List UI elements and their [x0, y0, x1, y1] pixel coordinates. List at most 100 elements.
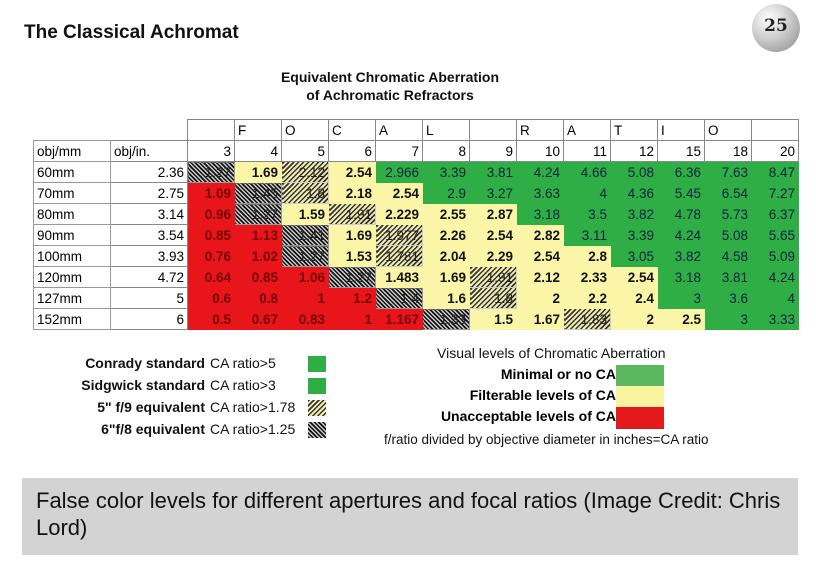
ca-ratio-cell: 1.27 [328, 266, 376, 288]
ca-ratio-cell: 1.06 [281, 266, 329, 288]
column-header: 6 [328, 140, 376, 162]
legend-swatch [616, 365, 664, 387]
ca-ratio-cell: 1.41 [281, 224, 329, 246]
ca-ratio-cell: 5.08 [610, 161, 658, 183]
ca-ratio-cell: 3.6 [704, 287, 752, 309]
column-header: 8 [422, 140, 470, 162]
ca-ratio-cell: 3.82 [657, 245, 705, 267]
ca-ratio-cell: 4.66 [563, 161, 611, 183]
ca-ratio-cell: 1.27 [187, 161, 235, 183]
ca-ratio-cell: 2 [610, 308, 658, 330]
standard-ratio: CA ratio>3 [210, 377, 276, 393]
ca-ratio-cell: 2.54 [328, 161, 376, 183]
ca-ratio-cell: 3.39 [422, 161, 470, 183]
table-row: 127mm 5 0.6 0.8 1 1.2 1.4 1.6 1.8 2 2.2 2.4 3 3.6 4 [33, 287, 799, 309]
figure-title: Equivalent Chromatic Aberration [280, 69, 500, 85]
ca-ratio-cell: 1.69 [328, 224, 376, 246]
ca-ratio-cell: 0.76 [187, 245, 235, 267]
ca-ratio-cell: 5.08 [704, 224, 752, 246]
ca-ratio-cell: 1 [328, 308, 376, 330]
ca-ratio-cell: 1.4 [375, 287, 423, 309]
ca-ratio-cell: 1.83 [563, 308, 611, 330]
figure-subtitle: of Achromatic Refractors [306, 87, 474, 103]
table-row: 70mm 2.75 1.09 1.45 1.8 2.18 2.54 2.9 3.27 3.63 4 4… [33, 182, 799, 204]
ca-ratio-cell: 3.81 [469, 161, 517, 183]
ca-ratio-cell: 6.37 [751, 203, 799, 225]
obj-mm-cell: 60mm [33, 161, 111, 183]
ca-ratio-cell: 4 [751, 287, 799, 309]
table-row: 152mm 6 0.5 0.67 0.83 1 1.167 1.33 1.5 1.67 1.83 2 2… [33, 308, 799, 330]
table-row: 100mm 3.93 0.76 1.02 1.27 1.53 1.781 2.04 2.29 2.… [33, 245, 799, 267]
ca-ratio-cell: 2.29 [469, 245, 517, 267]
ca-ratio-cell: 2.87 [469, 203, 517, 225]
column-header: 4 [234, 140, 282, 162]
standard-legend-item: 5" f/9 equivalent CA ratio>1.78 [40, 399, 330, 421]
legend-swatch [308, 422, 326, 438]
obj-mm-cell: 152mm [33, 308, 111, 330]
letter-header: I [657, 119, 705, 141]
ca-ratio-cell: 2.18 [328, 182, 376, 204]
ca-ratio-cell: 1.781 [375, 245, 423, 267]
letter-header: R [516, 119, 564, 141]
ca-ratio-cell: 3.82 [610, 203, 658, 225]
ca-ratio-cell: 3.18 [657, 266, 705, 288]
ca-ratio-cell: 7.63 [704, 161, 752, 183]
column-header-row: obj/mm obj/in. 3 4 5 6 7 8 9 10 11 12 15 18 20 [33, 140, 799, 162]
letter-header: A [563, 119, 611, 141]
obj-in-cell: 3.14 [110, 203, 188, 225]
column-header: 12 [610, 140, 658, 162]
obj-in-cell: 2.36 [110, 161, 188, 183]
column-header: 10 [516, 140, 564, 162]
ca-ratio-cell: 3.81 [704, 266, 752, 288]
ca-ratio-cell: 2.04 [422, 245, 470, 267]
column-header: 3 [187, 140, 235, 162]
ca-ratio-cell: 1.91 [469, 266, 517, 288]
ca-ratio-cell: 8.47 [751, 161, 799, 183]
ca-ratio-cell: 1.13 [234, 224, 282, 246]
ca-ratio-cell: 2.12 [516, 266, 564, 288]
ca-ratio-cell: 2.26 [422, 224, 470, 246]
column-header: 5 [281, 140, 329, 162]
ca-ratio-cell: 1.09 [187, 182, 235, 204]
ca-ratio-cell: 0.5 [187, 308, 235, 330]
letter-header: T [610, 119, 658, 141]
legend-swatch [308, 400, 326, 416]
obj-in-cell: 3.54 [110, 224, 188, 246]
ca-ratio-cell: 6.54 [704, 182, 752, 204]
ca-ratio-cell: 4 [563, 182, 611, 204]
ca-ratio-cell: 4.78 [657, 203, 705, 225]
visual-level-label: Minimal or no CA [500, 366, 616, 382]
ca-ratio-cell: 2.5 [657, 308, 705, 330]
ca-ratio-cell: 1.8 [469, 287, 517, 309]
ca-ratio-cell: 1.8 [281, 182, 329, 204]
column-header: obj/mm [33, 140, 111, 162]
ca-ratio-cell: 1.6 [422, 287, 470, 309]
ca-ratio-cell: 4.36 [610, 182, 658, 204]
standard-ratio: CA ratio>5 [210, 355, 276, 371]
ca-ratio-cell: 2.12 [281, 161, 329, 183]
blank-cell [33, 119, 111, 141]
ca-ratio-cell: 1.483 [375, 266, 423, 288]
ca-ratio-cell: 0.64 [187, 266, 235, 288]
column-header: 20 [751, 140, 799, 162]
ca-ratio-cell: 2.54 [610, 266, 658, 288]
ca-ratio-cell: 3.11 [563, 224, 611, 246]
legend-swatch [308, 378, 326, 394]
ca-ratio-cell: 7.27 [751, 182, 799, 204]
visual-level-legend-item: Filterable levels of CA [316, 386, 664, 409]
ca-ratio-cell: 1.45 [234, 182, 282, 204]
letter-header: O [704, 119, 752, 141]
formula-note: f/ratio divided by objective diameter in… [384, 432, 709, 447]
standard-ratio: CA ratio>1.78 [210, 399, 296, 415]
ca-ratio-cell: 0.8 [234, 287, 282, 309]
legend-swatch [616, 407, 664, 429]
ca-ratio-cell: 1 [281, 287, 329, 309]
obj-in-cell: 6 [110, 308, 188, 330]
ca-ratio-cell: 2.2 [563, 287, 611, 309]
letter-header: A [375, 119, 423, 141]
ca-ratio-cell: 2 [516, 287, 564, 309]
ca-ratio-cell: 2.33 [563, 266, 611, 288]
ca-ratio-cell: 1.27 [281, 245, 329, 267]
ca-ratio-cell: 1.53 [328, 245, 376, 267]
column-header: 15 [657, 140, 705, 162]
